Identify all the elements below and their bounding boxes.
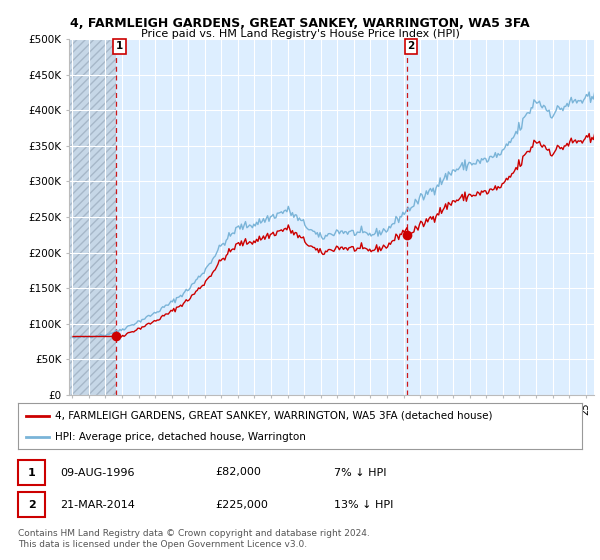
Text: Price paid vs. HM Land Registry's House Price Index (HPI): Price paid vs. HM Land Registry's House … (140, 29, 460, 39)
Text: 4, FARMLEIGH GARDENS, GREAT SANKEY, WARRINGTON, WA5 3FA: 4, FARMLEIGH GARDENS, GREAT SANKEY, WARR… (70, 17, 530, 30)
FancyBboxPatch shape (18, 460, 45, 485)
Text: £225,000: £225,000 (215, 500, 268, 510)
Bar (69, 39, 116, 395)
Bar (69, 39, 116, 395)
Text: 2: 2 (28, 500, 35, 510)
Text: 2: 2 (407, 41, 415, 52)
Text: 13% ↓ HPI: 13% ↓ HPI (334, 500, 393, 510)
FancyBboxPatch shape (18, 492, 45, 517)
Text: 21-MAR-2014: 21-MAR-2014 (60, 500, 135, 510)
Text: 1: 1 (116, 41, 123, 52)
Text: 09-AUG-1996: 09-AUG-1996 (60, 468, 135, 478)
Text: 1: 1 (28, 468, 35, 478)
Text: HPI: Average price, detached house, Warrington: HPI: Average price, detached house, Warr… (55, 432, 305, 442)
Text: 7% ↓ HPI: 7% ↓ HPI (334, 468, 386, 478)
Text: 4, FARMLEIGH GARDENS, GREAT SANKEY, WARRINGTON, WA5 3FA (detached house): 4, FARMLEIGH GARDENS, GREAT SANKEY, WARR… (55, 410, 492, 421)
Text: £82,000: £82,000 (215, 468, 261, 478)
Text: Contains HM Land Registry data © Crown copyright and database right 2024.
This d: Contains HM Land Registry data © Crown c… (18, 529, 370, 549)
